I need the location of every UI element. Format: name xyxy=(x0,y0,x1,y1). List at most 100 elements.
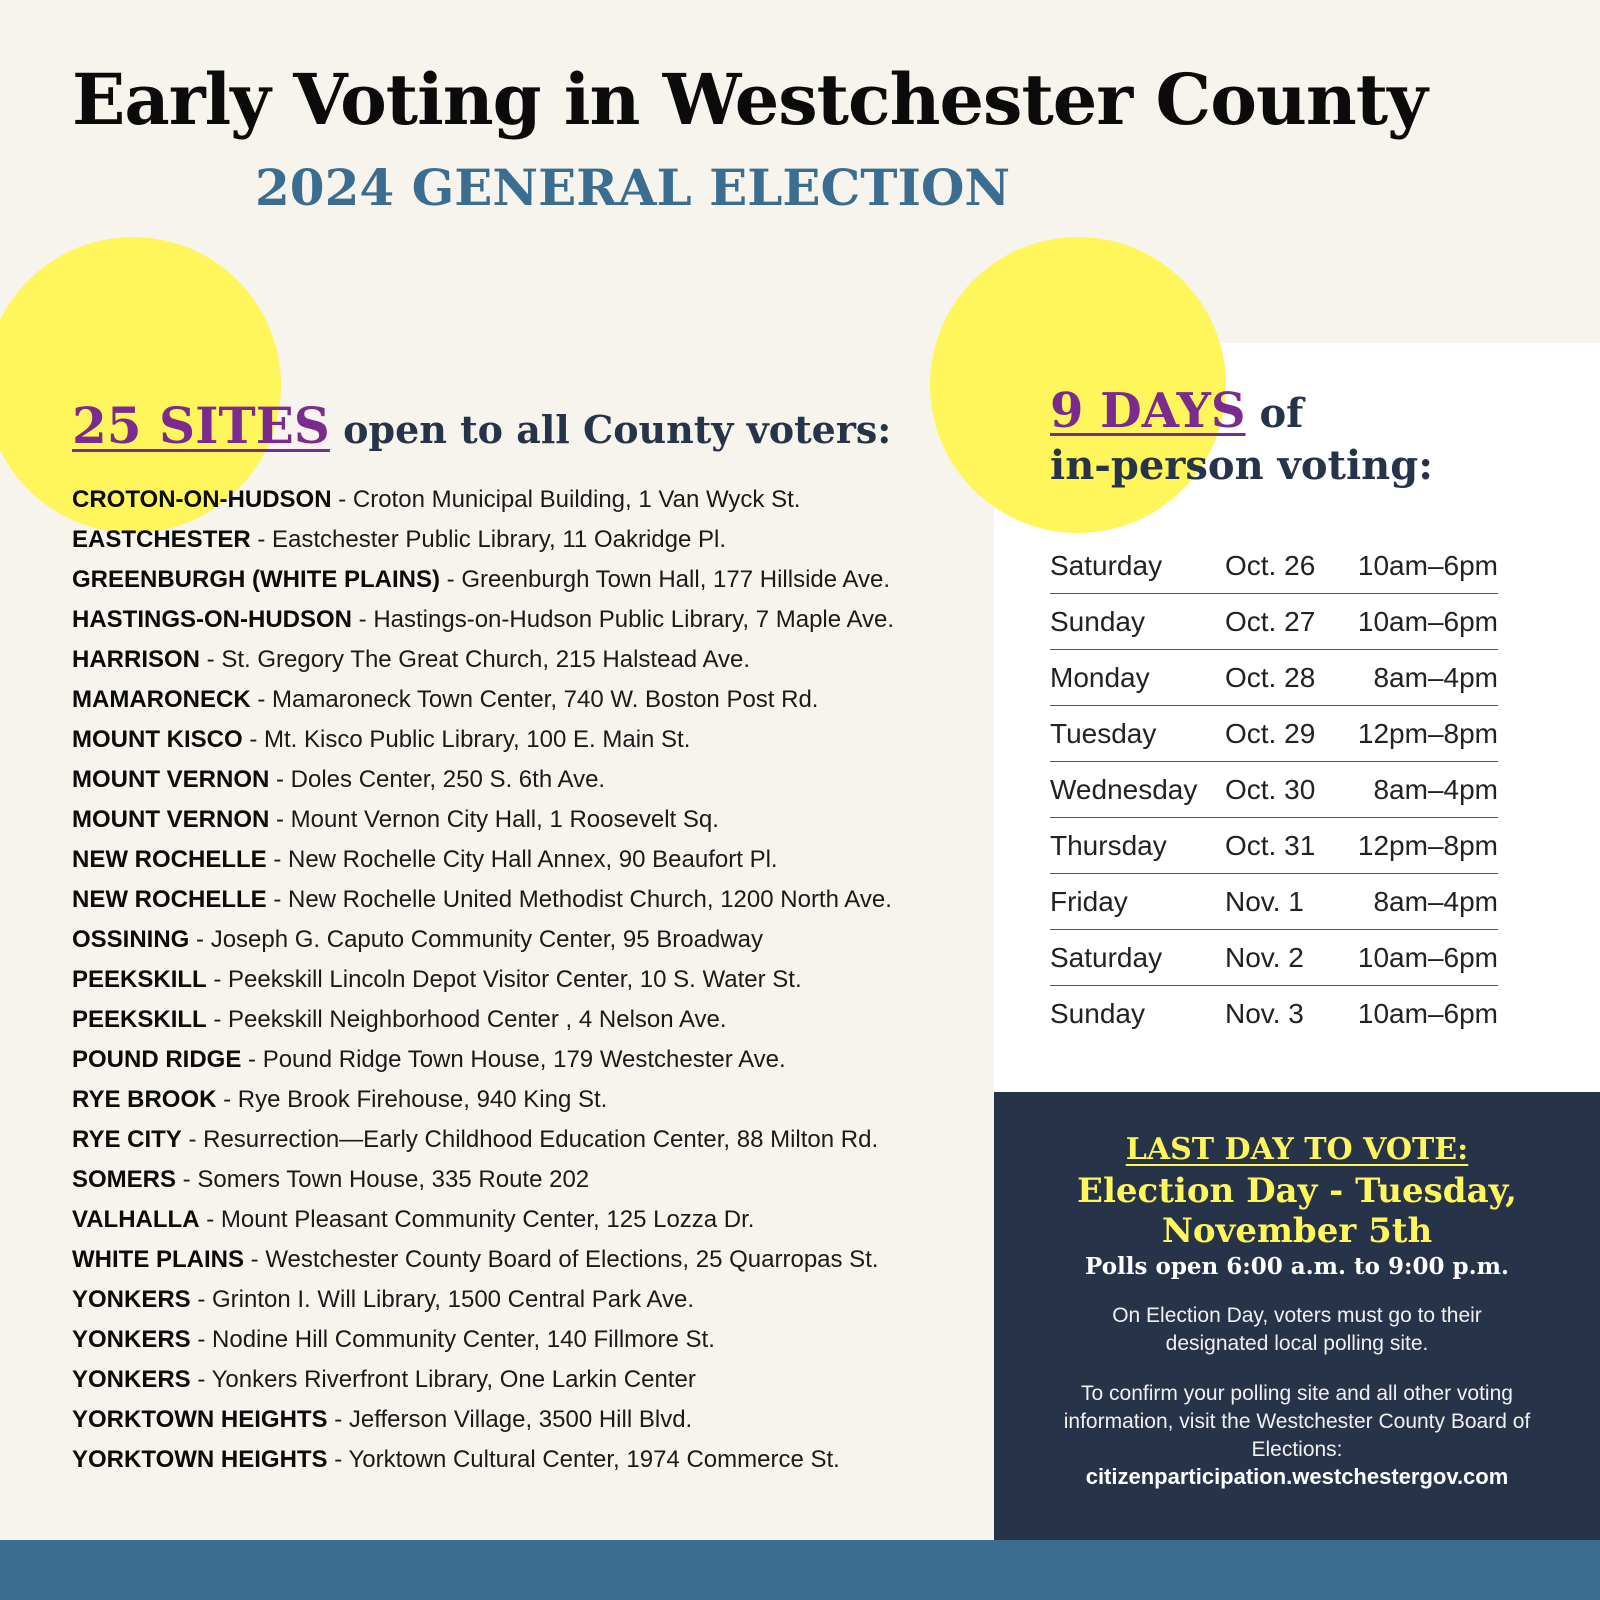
schedule-date: Oct. 28 xyxy=(1225,661,1316,693)
schedule-date: Nov. 3 xyxy=(1225,998,1304,1029)
site-location: Jefferson Village, 3500 Hill Blvd. xyxy=(348,1406,693,1433)
schedule-row: Monday Oct. 28 8am–4pm xyxy=(1050,650,1498,706)
schedule-day: Thursday xyxy=(1050,829,1167,861)
site-town: VALHALLA xyxy=(72,1206,200,1233)
yellow-circle-left xyxy=(0,237,281,533)
election-day-date: Election Day - Tuesday, November 5th xyxy=(994,1171,1600,1251)
sites-count: 25 SITES xyxy=(72,396,330,455)
site-location: Hastings-on-Hudson Public Library, 7 Map… xyxy=(373,606,895,633)
site-item: YORKTOWN HEIGHTS - Jefferson Village, 35… xyxy=(72,1406,693,1433)
schedule-date: Oct. 27 xyxy=(1225,605,1316,637)
site-item: MOUNT KISCO - Mt. Kisco Public Library, … xyxy=(72,726,691,753)
site-location: New Rochelle City Hall Annex, 90 Beaufor… xyxy=(288,846,778,873)
schedule-hours: 10am–6pm xyxy=(1357,998,1498,1029)
site-location: Grinton I. Will Library, 1500 Central Pa… xyxy=(212,1286,694,1313)
schedule-date: Nov. 1 xyxy=(1225,885,1304,917)
site-town: CROTON-ON-HUDSON xyxy=(72,486,332,513)
schedule-day: Saturday xyxy=(1050,941,1163,973)
site-location: Croton Municipal Building, 1 Van Wyck St… xyxy=(352,486,801,513)
schedule-row: Saturday Nov. 2 10am–6pm xyxy=(1050,930,1498,986)
site-item: PEEKSKILL - Peekskill Neighborhood Cente… xyxy=(72,1006,727,1033)
site-location: Nodine Hill Community Center, 140 Fillmo… xyxy=(212,1326,715,1353)
site-town: YORKTOWN HEIGHTS xyxy=(72,1406,328,1433)
schedule-day: Sunday xyxy=(1050,605,1145,637)
schedule-hours: 8am–4pm xyxy=(1373,661,1498,693)
site-town: MOUNT VERNON xyxy=(72,766,270,793)
sites-heading: 25 SITES open to all County voters: xyxy=(72,396,891,455)
site-item: OSSINING - Joseph G. Caputo Community Ce… xyxy=(72,926,763,953)
site-item: GREENBURGH (WHITE PLAINS) - Greenburgh T… xyxy=(72,566,891,593)
site-town: NEW ROCHELLE xyxy=(72,886,267,913)
site-item: EASTCHESTER - Eastchester Public Library… xyxy=(72,526,726,553)
site-item: HARRISON - St. Gregory The Great Church,… xyxy=(72,646,751,673)
last-day-label: LAST DAY TO VOTE: xyxy=(1125,1132,1469,1167)
site-town: OSSINING xyxy=(72,926,190,953)
site-location: Mount Pleasant Community Center, 125 Loz… xyxy=(220,1206,755,1233)
schedule-row: Tuesday Oct. 29 12pm–8pm xyxy=(1050,706,1498,762)
site-location: Mt. Kisco Public Library, 100 E. Main St… xyxy=(264,726,691,753)
site-item: YONKERS - Yonkers Riverfront Library, On… xyxy=(72,1366,696,1393)
election-day-line1: Election Day - Tuesday, xyxy=(1077,1171,1517,1211)
site-location: Westchester County Board of Elections, 2… xyxy=(265,1246,879,1273)
election-day-box: LAST DAY TO VOTE: Election Day - Tuesday… xyxy=(994,1092,1600,1540)
sites-heading-text: open to all County voters: xyxy=(343,407,892,452)
site-town: NEW ROCHELLE xyxy=(72,846,267,873)
schedule-date: Oct. 30 xyxy=(1225,773,1316,805)
days-heading-line2: in-person voting: xyxy=(1050,442,1433,489)
schedule-hours: 8am–4pm xyxy=(1373,773,1498,805)
site-item: WHITE PLAINS - Westchester County Board … xyxy=(72,1246,879,1273)
schedule-row: Sunday Nov. 3 10am–6pm xyxy=(1050,986,1498,1042)
site-town: MOUNT KISCO xyxy=(72,726,243,753)
site-location: Joseph G. Caputo Community Center, 95 Br… xyxy=(210,926,763,953)
site-location: Pound Ridge Town House, 179 Westchester … xyxy=(262,1046,786,1073)
site-town: YONKERS xyxy=(72,1326,191,1353)
site-town: YONKERS xyxy=(72,1366,191,1393)
schedule-table: Saturday Oct. 26 10am–6pm Sunday Oct. 27 10am… xyxy=(1050,538,1498,1042)
polls-hours: Polls open 6:00 a.m. to 9:00 p.m. xyxy=(1085,1253,1509,1280)
schedule-date: Oct. 31 xyxy=(1225,829,1316,861)
schedule-row: Thursday Oct. 31 12pm–8pm xyxy=(1050,818,1498,874)
schedule-day: Sunday xyxy=(1050,998,1145,1029)
schedule-hours: 10am–6pm xyxy=(1357,605,1498,637)
site-item: RYE BROOK - Rye Brook Firehouse, 940 Kin… xyxy=(72,1086,608,1113)
schedule-date: Oct. 29 xyxy=(1225,717,1316,749)
site-item: PEEKSKILL - Peekskill Lincoln Depot Visi… xyxy=(72,966,802,993)
bottom-bar xyxy=(0,1540,1600,1600)
site-location: Somers Town House, 335 Route 202 xyxy=(197,1166,590,1193)
site-item: MAMARONECK - Mamaroneck Town Center, 740… xyxy=(72,686,819,713)
schedule-date: Nov. 2 xyxy=(1225,941,1304,973)
schedule-date: Oct. 26 xyxy=(1225,549,1316,581)
schedule-hours: 10am–6pm xyxy=(1357,941,1498,973)
board-of-elections-link[interactable]: citizenparticipation.westchestergov.com xyxy=(1085,1464,1509,1489)
site-town: HASTINGS-ON-HUDSON xyxy=(72,606,352,633)
schedule-row: Saturday Oct. 26 10am–6pm xyxy=(1050,538,1498,594)
site-item: SOMERS - Somers Town House, 335 Route 20… xyxy=(72,1166,590,1193)
site-town: WHITE PLAINS xyxy=(72,1246,244,1273)
site-town: RYE CITY xyxy=(72,1126,182,1153)
schedule-day: Tuesday xyxy=(1050,717,1157,749)
site-location: Resurrection—Early Childhood Education C… xyxy=(203,1126,879,1153)
site-town: POUND RIDGE xyxy=(72,1046,242,1073)
site-town: MOUNT VERNON xyxy=(72,806,270,833)
schedule-hours: 8am–4pm xyxy=(1373,885,1498,917)
schedule-day: Monday xyxy=(1050,661,1150,693)
site-item: YONKERS - Grinton I. Will Library, 1500 … xyxy=(72,1286,694,1313)
schedule-row: Wednesday Oct. 30 8am–4pm xyxy=(1050,762,1498,818)
site-location: Eastchester Public Library, 11 Oakridge … xyxy=(272,526,726,553)
days-heading: 9 DAYS of in-person voting: xyxy=(1050,385,1433,492)
site-location: Rye Brook Firehouse, 940 King St. xyxy=(237,1086,608,1113)
site-item: POUND RIDGE - Pound Ridge Town House, 17… xyxy=(72,1046,786,1073)
site-location: Yorktown Cultural Center, 1974 Commerce … xyxy=(348,1446,840,1473)
site-location: New Rochelle United Methodist Church, 12… xyxy=(288,886,892,913)
schedule-hours: 12pm–8pm xyxy=(1357,829,1498,861)
site-town: PEEKSKILL xyxy=(72,1006,207,1033)
yellow-circle-right xyxy=(930,237,1226,533)
days-heading-of: of xyxy=(1259,390,1304,437)
site-location: Peekskill Lincoln Depot Visitor Center, … xyxy=(228,966,802,993)
page-subtitle: 2024 GENERAL ELECTION xyxy=(255,158,1011,217)
site-location: Peekskill Neighborhood Center , 4 Nelson… xyxy=(228,1006,727,1033)
page-title: Early Voting in Westchester County xyxy=(72,58,1428,141)
schedule-hours: 10am–6pm xyxy=(1357,549,1498,581)
site-location: St. Gregory The Great Church, 215 Halste… xyxy=(221,646,751,673)
site-item: RYE CITY - Resurrection—Early Childhood … xyxy=(72,1126,879,1153)
